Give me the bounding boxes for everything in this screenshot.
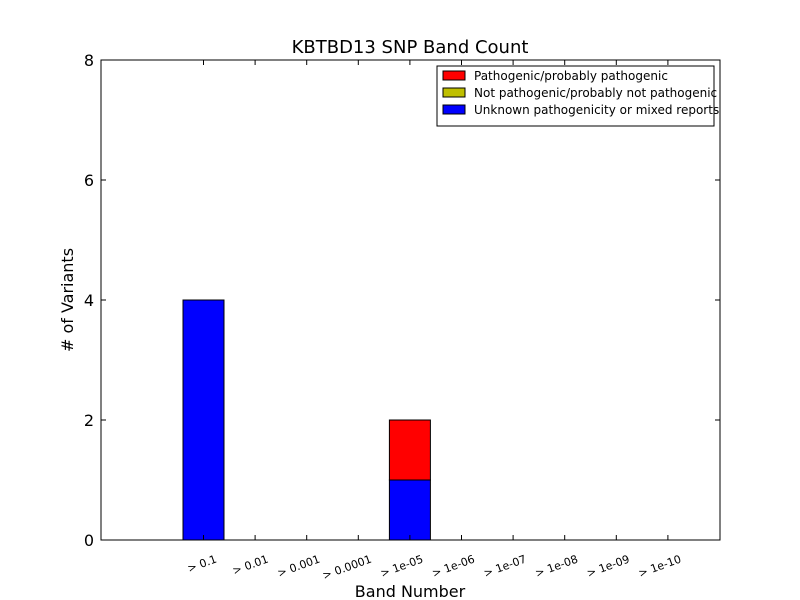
legend-swatch-0 — [442, 70, 466, 81]
y-tick-label-3: 6 — [84, 171, 94, 190]
y-tick-label-1: 2 — [84, 411, 94, 430]
legend: Pathogenic/probably pathogenic Not pathog… — [436, 65, 719, 127]
bars-group — [182, 299, 431, 541]
x-tick-label-3: > 0.0001 — [321, 553, 374, 583]
x-tick-label-5: > 1e-06 — [430, 553, 476, 580]
legend-swatch-1 — [442, 87, 466, 98]
chart-title: KBTBD13 SNP Band Count — [292, 37, 529, 58]
x-tick-label-2: > 0.001 — [276, 553, 322, 580]
y-tick-label-4: 8 — [84, 51, 94, 70]
x-axis-label: Band Number — [355, 582, 466, 600]
y-tick-label-0: 0 — [84, 531, 94, 550]
x-tick-label-6: > 1e-07 — [482, 553, 528, 580]
x-tick-label-7: > 1e-08 — [534, 553, 580, 580]
x-tick-label-8: > 1e-09 — [585, 553, 631, 580]
bar-0-series-0 — [182, 299, 225, 541]
legend-label-2: Unknown pathogenicity or mixed reports — [474, 103, 719, 117]
bar-4-series-2 — [388, 419, 431, 481]
x-tick-label-4: > 1e-05 — [379, 553, 425, 580]
legend-label-1: Not pathogenic/probably not pathogenic — [474, 86, 717, 100]
legend-label-0: Pathogenic/probably pathogenic — [474, 69, 668, 83]
plot-area-frame — [100, 59, 721, 541]
legend-swatch-2 — [442, 104, 466, 115]
x-tick-label-1: > 0.01 — [231, 553, 270, 578]
x-tick-label-9: > 1e-10 — [637, 553, 683, 580]
x-tick-label-0: > 0.1 — [186, 553, 219, 576]
y-tick-label-2: 4 — [84, 291, 94, 310]
y-axis-label: # of Variants — [58, 248, 77, 352]
bar-4-series-0 — [388, 479, 431, 541]
legend-frame — [436, 65, 715, 127]
